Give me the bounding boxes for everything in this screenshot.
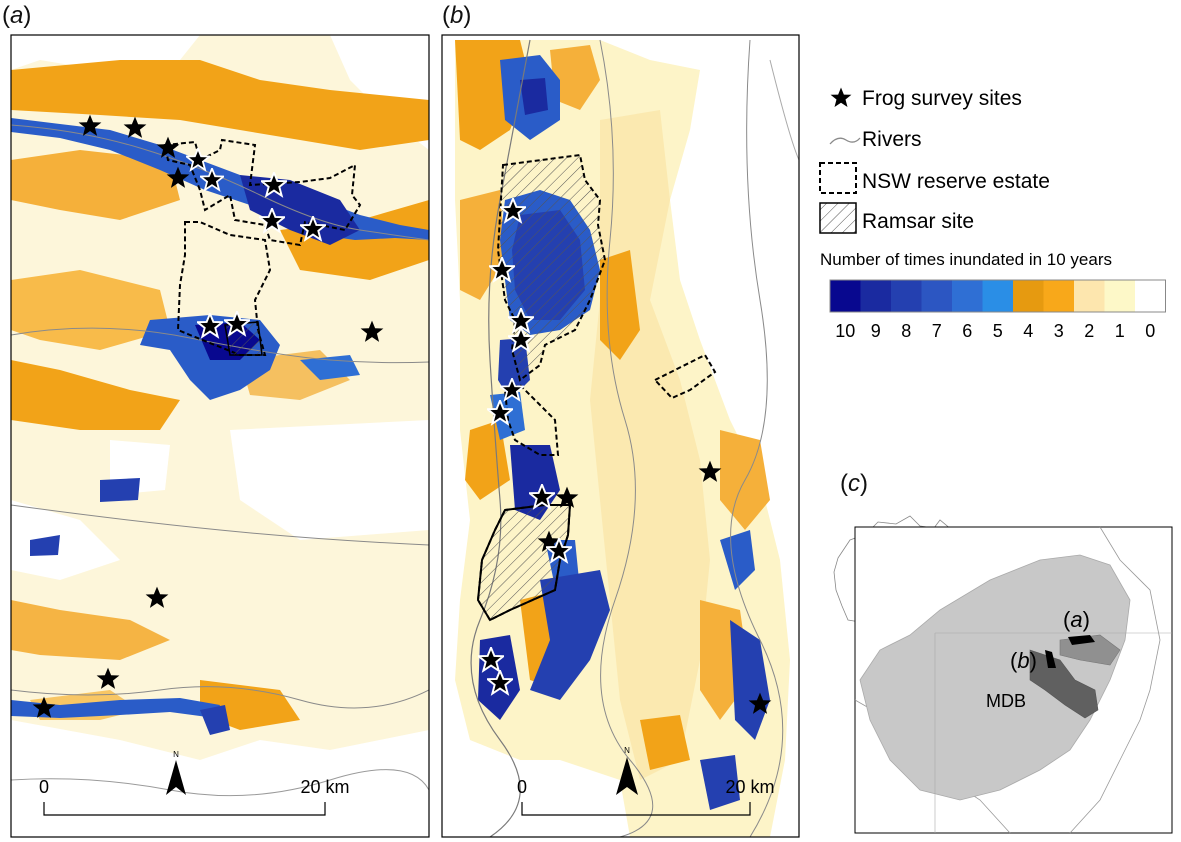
legend-swatch-label-5: 5 [993, 321, 1003, 341]
legend-swatch-4 [1013, 280, 1044, 312]
legend-swatch-label-3: 3 [1054, 321, 1064, 341]
legend-reserve-icon [819, 162, 857, 194]
scalebar-b-start: 0 [517, 777, 527, 797]
panel-label-a: (a) [2, 2, 32, 29]
legend-swatch-7 [921, 280, 952, 312]
legend-swatch-label-7: 7 [932, 321, 942, 341]
legend-swatch-border [829, 279, 1166, 313]
legend-swatch-label-4: 4 [1023, 321, 1033, 341]
inundation-swatches: 10 9 8 7 6 5 4 3 2 1 0 [829, 279, 1166, 341]
legend-swatch-label-10: 10 [835, 321, 855, 341]
legend-reserve-label: NSW reserve estate [862, 170, 1050, 193]
panel-b-frame [441, 34, 800, 838]
legend-swatch-6 [952, 280, 983, 312]
north-arrow-icon [616, 757, 638, 795]
legend-star-icon [830, 87, 852, 108]
legend-ramsar-icon [819, 202, 857, 234]
map-panel-a [11, 35, 429, 837]
inset-label-a: (a) [1063, 607, 1090, 632]
legend-inundation-title: Number of times inundated in 10 years [820, 250, 1112, 269]
legend-swatch-9 [860, 280, 891, 312]
legend-swatch-10 [830, 280, 861, 312]
svg-text:N: N [173, 750, 179, 759]
map-panel-b [442, 35, 799, 837]
legend-swatch-2 [1074, 280, 1105, 312]
legend-swatch-8 [891, 280, 922, 312]
legend: Frog survey sites Rivers NSW reserve est… [819, 87, 1166, 341]
legend-swatch-label-0: 0 [1145, 321, 1155, 341]
legend-swatch-3 [1043, 280, 1074, 312]
legend-ramsar-label: Ramsar site [862, 210, 974, 233]
north-arrow-b: N [616, 746, 638, 795]
north-arrow-a: N [166, 750, 186, 795]
legend-frog-sites-label: Frog survey sites [862, 87, 1022, 110]
legend-swatch-0 [1135, 280, 1166, 312]
legend-swatch-label-9: 9 [871, 321, 881, 341]
svg-text:N: N [624, 746, 630, 755]
legend-rivers-label: Rivers [862, 128, 922, 151]
scalebar-a-start: 0 [39, 777, 49, 797]
scalebar-b-end: 20 km [725, 777, 774, 797]
panel-a-frame [10, 34, 430, 838]
legend-swatch-1 [1104, 280, 1135, 312]
legend-swatch-5 [982, 280, 1013, 312]
scalebar-a: 0 20 km [39, 777, 350, 816]
north-arrow-icon [166, 760, 186, 795]
panel-label-b: (b) [442, 2, 472, 29]
panel-label-c: (c) [840, 470, 868, 497]
legend-swatch-label-6: 6 [962, 321, 972, 341]
scalebar-b: 0 20 km [517, 777, 775, 816]
legend-swatch-label-8: 8 [901, 321, 911, 341]
inset-map-c: MDB (b) (a) [833, 515, 1173, 834]
legend-river-icon [829, 137, 861, 145]
scalebar-a-end: 20 km [300, 777, 349, 797]
legend-swatch-label-1: 1 [1115, 321, 1125, 341]
inset-mdb-label: MDB [986, 691, 1026, 711]
legend-swatch-label-2: 2 [1084, 321, 1094, 341]
inset-label-b: (b) [1010, 648, 1037, 673]
